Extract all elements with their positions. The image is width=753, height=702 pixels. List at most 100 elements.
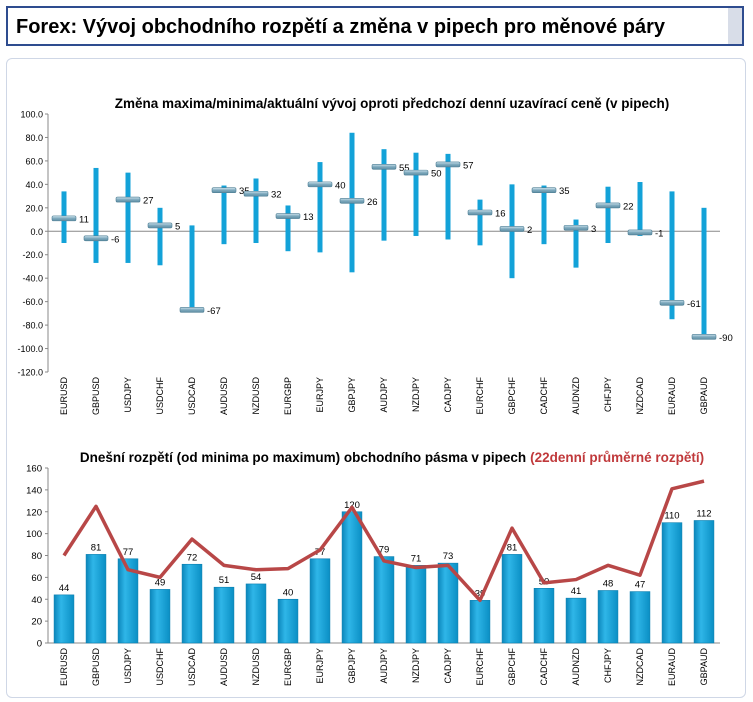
chart1-current-marker xyxy=(307,181,333,188)
chart1-range-bar xyxy=(605,186,611,243)
chart2-x-tick-label: NZDCAD xyxy=(635,648,645,686)
chart1-x-tick-label: CADJPY xyxy=(443,377,453,413)
chart1-current-label: -6 xyxy=(111,234,119,245)
chart1-range-bar xyxy=(285,205,291,252)
chart1-current-label: -1 xyxy=(655,228,663,239)
chart1-x-tick-label: NZDCAD xyxy=(635,377,645,415)
chart1-current-label: 11 xyxy=(79,214,89,225)
chart2-bar-label: 79 xyxy=(379,545,390,556)
chart2-x-tick-label: AUDJPY xyxy=(379,648,389,684)
chart1-y-tick-label: -80.0 xyxy=(22,321,43,331)
chart1-range-bar xyxy=(221,185,227,245)
chart1-x-tick-label: CHFJPY xyxy=(603,377,613,412)
chart1-current-label: 32 xyxy=(271,190,282,201)
chart2-bar xyxy=(501,554,523,644)
chart1-range-bar xyxy=(125,172,131,263)
chart1-y-tick-label: -60.0 xyxy=(22,297,43,307)
chart1-range-bar xyxy=(381,149,387,241)
chart2-y-tick-label: 40 xyxy=(31,595,42,606)
chart2-x-tick-label: GBPJPY xyxy=(347,648,357,684)
chart2-bar xyxy=(181,563,203,644)
chart1-y-tick-label: 20.0 xyxy=(25,203,43,213)
chart1-range-bar xyxy=(541,185,547,245)
chart1-current-marker xyxy=(147,222,173,229)
chart1-current-marker xyxy=(435,161,461,168)
chart2-title: Dnešní rozpětí (od minima po maximum) ob… xyxy=(80,450,704,465)
chart2-x-tick-label: USDCHF xyxy=(155,647,165,685)
chart1-range-bar xyxy=(413,152,419,236)
chart2-bar xyxy=(405,565,427,644)
chart1-current-marker xyxy=(179,307,205,313)
chart2-bar-label: 44 xyxy=(59,583,70,594)
chart1-current-marker xyxy=(595,202,621,209)
chart2-bar-label: 81 xyxy=(507,542,518,553)
chart2-bar-label: 48 xyxy=(603,579,614,590)
chart1-y-tick-label: 0.0 xyxy=(30,227,43,237)
chart1-title: Změna maxima/minima/aktuální vývoj oprot… xyxy=(115,96,669,111)
chart1-y-tick-label: 40.0 xyxy=(25,180,43,190)
chart1-current-label: 40 xyxy=(335,180,346,191)
chart2-bar-label: 47 xyxy=(635,580,646,591)
chart2-bar-label: 51 xyxy=(219,575,230,586)
chart2-bar-label: 71 xyxy=(411,553,422,564)
chart1-current-marker xyxy=(531,187,557,194)
chart2-x-tick-label: USDCAD xyxy=(187,648,197,687)
chart1-x-tick-label: GBPJPY xyxy=(347,377,357,413)
chart2-bar-label: 39 xyxy=(475,588,486,599)
chart1-current-marker xyxy=(371,163,397,170)
chart2-x-tick-label: NZDJPY xyxy=(411,648,421,683)
chart1-range-bar xyxy=(477,199,483,246)
chart2-bar xyxy=(245,583,267,644)
chart1-y-tick-label: 80.0 xyxy=(25,133,43,143)
chart2-bars: 160 140 120 100 80 60 40 20 0 44 EURUSD 81 GBPUSD 77 U… xyxy=(26,464,720,687)
chart1-current-label: 3 xyxy=(591,224,596,235)
chart2-title-red: (22denní průměrné rozpětí) xyxy=(530,450,704,465)
chart2-bar xyxy=(213,586,235,644)
chart2-x-tick-label: CHFJPY xyxy=(603,648,613,683)
chart2-bar xyxy=(309,558,331,644)
chart1-current-marker xyxy=(563,224,589,231)
chart1-current-label: 35 xyxy=(559,186,570,197)
chart2-bar-label: 73 xyxy=(443,551,454,562)
chart2-bar-label: 54 xyxy=(251,572,262,583)
page-header: Forex: Vývoj obchodního rozpětí a změna … xyxy=(6,6,744,46)
chart2-bar-label: 77 xyxy=(123,547,134,558)
chart1-current-marker xyxy=(275,213,301,219)
chart2-x-tick-label: EURAUD xyxy=(667,648,677,687)
chart2-x-tick-label: EURUSD xyxy=(59,648,69,687)
chart2-bar-label: 49 xyxy=(155,577,166,588)
chart1-x-tick-label: GBPUSD xyxy=(91,377,101,416)
chart2-bar-label: 110 xyxy=(664,511,679,522)
chart1-x-tick-label: GBPAUD xyxy=(699,377,709,415)
chart1-x-tick-label: AUDUSD xyxy=(219,377,229,416)
chart1-current-marker xyxy=(691,334,717,340)
page-title: Forex: Vývoj obchodního rozpětí a změna … xyxy=(16,16,666,38)
chart2-bar xyxy=(437,562,459,644)
chart1-range-bar xyxy=(253,178,259,243)
chart2-bar xyxy=(693,520,715,644)
chart2-bar xyxy=(661,522,683,644)
chart2-y-tick-label: 60 xyxy=(31,573,42,584)
chart1-x-tick-label: CADCHF xyxy=(539,376,549,414)
chart2-bar xyxy=(533,588,555,644)
chart1-x-tick-label: AUDJPY xyxy=(379,377,389,413)
chart2-x-tick-label: CADJPY xyxy=(443,648,453,684)
chart1-y-tick-label: -20.0 xyxy=(22,250,43,260)
chart2-y-tick-label: 80 xyxy=(31,551,42,562)
chart2-x-tick-label: EURJPY xyxy=(315,648,325,684)
chart1-x-tick-label: GBPCHF xyxy=(507,377,517,415)
chart2-x-tick-label: AUDNZD xyxy=(571,648,581,686)
chart2-bar xyxy=(565,597,587,644)
chart1-y-tick-label: -40.0 xyxy=(22,274,43,284)
chart1-current-label: 22 xyxy=(623,201,634,212)
chart2-bar xyxy=(117,558,139,644)
chart2-bar-label: 41 xyxy=(571,586,582,597)
chart1-current-label: 26 xyxy=(367,197,378,208)
chart2-x-tick-label: EURCHF xyxy=(475,647,485,685)
chart1-current-marker xyxy=(339,197,365,204)
chart2-x-tick-label: CADCHF xyxy=(539,647,549,685)
chart2-y-tick-label: 100 xyxy=(26,529,42,540)
chart2-x-tick-label: GBPCHF xyxy=(507,648,517,686)
chart1-x-tick-label: USDJPY xyxy=(123,377,133,413)
